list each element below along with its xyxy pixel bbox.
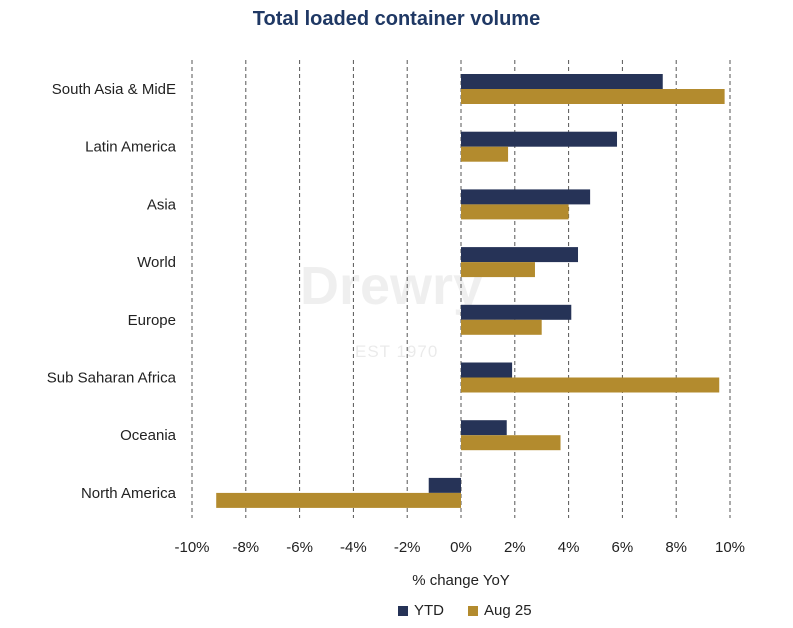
category-label: South Asia & MidE — [52, 81, 176, 98]
bar-ytd — [461, 74, 663, 89]
x-tick-label: 0% — [450, 539, 472, 556]
bar-aug25 — [461, 204, 569, 220]
x-axis-label: % change YoY — [412, 572, 510, 589]
bar-aug25 — [461, 377, 720, 393]
x-tick-label: 8% — [665, 539, 687, 556]
bar-aug25 — [461, 146, 509, 162]
category-label: Europe — [128, 312, 176, 329]
bar-ytd — [461, 189, 591, 205]
bar-aug25 — [461, 262, 535, 278]
watermark-subtext: EST 1970 — [355, 342, 439, 361]
x-tick-label: 2% — [504, 539, 526, 556]
bar-ytd — [461, 304, 572, 320]
category-label: Asia — [147, 196, 177, 213]
x-tick-label: 6% — [612, 539, 634, 556]
bar-ytd — [461, 247, 579, 263]
bar-aug25 — [216, 492, 461, 508]
category-label: Latin America — [85, 139, 177, 156]
x-tick-label: -2% — [394, 539, 421, 556]
category-label: Oceania — [120, 427, 177, 444]
legend-label: Aug 25 — [484, 602, 532, 619]
x-tick-label: -8% — [232, 539, 259, 556]
x-tick-label: 4% — [558, 539, 580, 556]
x-tick-label: -10% — [174, 539, 209, 556]
x-tick-label: 10% — [715, 539, 745, 556]
legend-label: YTD — [414, 602, 444, 619]
bar-aug25 — [461, 435, 561, 451]
x-tick-label: -6% — [286, 539, 313, 556]
category-label: World — [137, 254, 176, 271]
bar-ytd — [461, 362, 513, 378]
bar-ytd — [461, 131, 618, 147]
legend-swatch — [468, 605, 478, 616]
watermark-logo: Drewry — [300, 256, 484, 316]
bar-ytd — [461, 420, 507, 436]
legend-swatch — [398, 605, 408, 616]
legend-item-ytd: YTD — [398, 602, 444, 619]
bar-ytd — [428, 477, 461, 493]
category-label: North America — [81, 485, 177, 502]
x-tick-label: -4% — [340, 539, 367, 556]
bar-aug25 — [461, 89, 725, 104]
category-label: Sub Saharan Africa — [47, 370, 177, 387]
chart-title: Total loaded container volume — [252, 8, 541, 30]
legend-item-aug25: Aug 25 — [468, 602, 532, 619]
bar-aug25 — [461, 319, 542, 335]
